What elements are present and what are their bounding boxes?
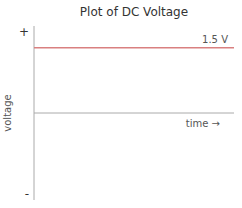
x-axis-label: time → (186, 118, 220, 129)
zero-line (34, 113, 234, 114)
title: Plot of DC Voltage (80, 5, 188, 19)
minus-label: - (25, 187, 29, 201)
plus-label: + (19, 25, 29, 39)
y-axis-label: voltage (2, 94, 13, 131)
background (0, 0, 242, 208)
plot-area (34, 48, 234, 113)
dc-line (34, 47, 234, 49)
annotation: 1.5 V (202, 34, 228, 45)
